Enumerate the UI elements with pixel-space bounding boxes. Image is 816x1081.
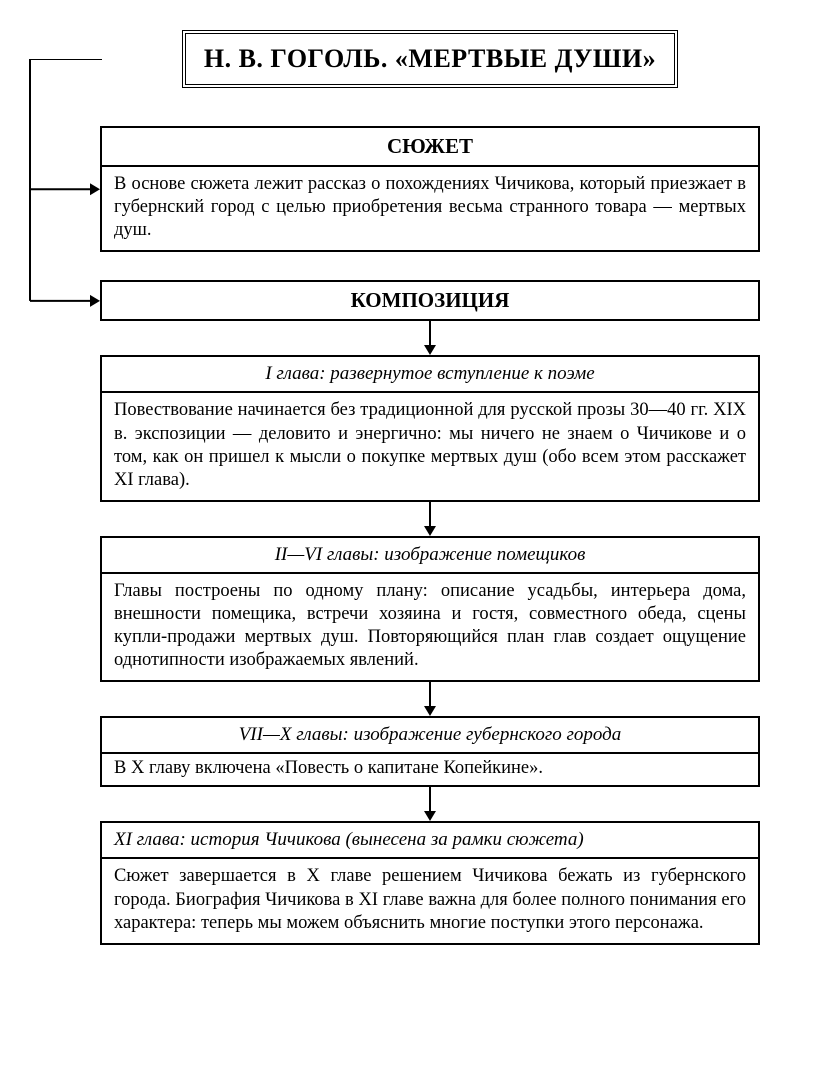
- composition-header: КОМПОЗИЦИЯ: [102, 282, 758, 319]
- arrow-down: [100, 787, 760, 821]
- chapter-box-1: I глава: развернутое вступление к поэме …: [100, 355, 760, 502]
- composition-box: КОМПОЗИЦИЯ: [100, 280, 760, 321]
- chapter-box-4: XI глава: история Чичикова (вынесена за …: [100, 821, 760, 944]
- title-row: Н. В. ГОГОЛЬ. «МЕРТВЫЕ ДУШИ»: [100, 30, 760, 88]
- chapter-2-header: II—VI главы: изображение помещиков: [102, 538, 758, 572]
- title-box: Н. В. ГОГОЛЬ. «МЕРТВЫЕ ДУШИ»: [182, 30, 678, 88]
- arrow-down: [100, 502, 760, 536]
- page: Н. В. ГОГОЛЬ. «МЕРТВЫЕ ДУШИ» СЮЖЕТ В осн…: [0, 0, 816, 1081]
- arrow-down: [100, 321, 760, 355]
- chapter-3-body: В X главу включена «Повесть о капитане К…: [102, 754, 758, 785]
- chapter-box-3: VII—X главы: изображение губернского гор…: [100, 716, 760, 787]
- chapter-1-body: Повествование начинается без традиционно…: [102, 393, 758, 500]
- chapter-1-header: I глава: развернутое вступление к поэме: [102, 357, 758, 391]
- diagram-stack: Н. В. ГОГОЛЬ. «МЕРТВЫЕ ДУШИ» СЮЖЕТ В осн…: [100, 30, 760, 945]
- chapter-box-2: II—VI главы: изображение помещиков Главы…: [100, 536, 760, 683]
- chapter-2-body: Главы построены по одному плану: описани…: [102, 574, 758, 681]
- spacer: [100, 252, 760, 280]
- plot-box: СЮЖЕТ В основе сюжета лежит рассказ о по…: [100, 126, 760, 252]
- plot-header: СЮЖЕТ: [102, 128, 758, 165]
- chapter-4-header: XI глава: история Чичикова (вынесена за …: [102, 823, 758, 857]
- arrow-down: [100, 682, 760, 716]
- plot-body: В основе сюжета лежит рассказ о похожден…: [102, 167, 758, 250]
- chapter-3-header: VII—X главы: изображение губернского гор…: [102, 718, 758, 752]
- side-connector: [0, 59, 102, 311]
- title-text: Н. В. ГОГОЛЬ. «МЕРТВЫЕ ДУШИ»: [204, 44, 656, 73]
- chapter-4-body: Сюжет завершается в X главе решением Чич…: [102, 859, 758, 942]
